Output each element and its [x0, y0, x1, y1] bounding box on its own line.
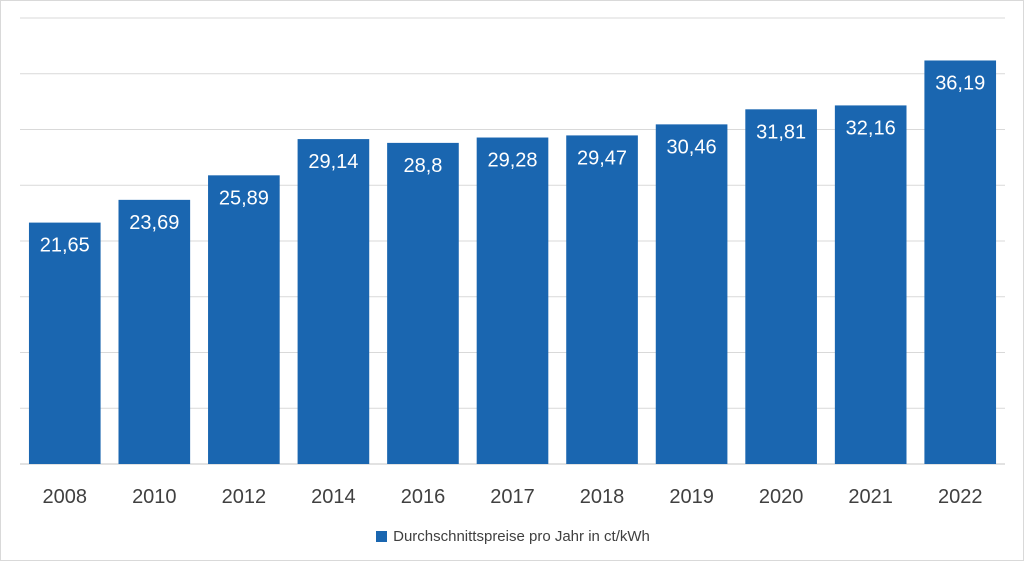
bar-2019: [655, 124, 728, 464]
x-tick-label-2010: 2010: [132, 486, 177, 508]
bar-2016: [387, 142, 459, 464]
x-tick-label-2014: 2014: [311, 486, 356, 508]
x-tick-label-2017: 2017: [490, 486, 535, 508]
bar-2012: [208, 175, 280, 464]
legend: Durchschnittspreise pro Jahr in ct/kWh: [1, 528, 1024, 545]
legend-label: Durchschnittspreise pro Jahr in ct/kWh: [393, 528, 650, 545]
x-tick-label-2012: 2012: [222, 486, 267, 508]
data-label-2017: 29,28: [487, 150, 537, 172]
data-label-2008: 21,65: [40, 235, 90, 257]
x-tick-label-2018: 2018: [580, 486, 625, 508]
bar-2020: [745, 109, 817, 465]
x-tick-label-2020: 2020: [759, 486, 804, 508]
bar-2010: [118, 199, 191, 464]
data-label-2012: 25,89: [219, 187, 269, 209]
x-tick-label-2019: 2019: [669, 486, 714, 508]
bar-2014: [297, 139, 370, 465]
data-label-2022: 36,19: [935, 72, 985, 94]
x-tick-label-2008: 2008: [43, 486, 88, 508]
data-label-2020: 31,81: [756, 121, 806, 143]
bar-2022: [924, 60, 997, 464]
bar-2021: [834, 105, 907, 464]
data-label-2019: 30,46: [667, 136, 717, 158]
x-tick-label-2022: 2022: [938, 486, 983, 508]
data-label-2018: 29,47: [577, 147, 627, 169]
data-label-2016: 28,8: [403, 155, 442, 177]
legend-swatch: [376, 531, 388, 542]
bar-2008: [28, 222, 101, 464]
bar-2018: [566, 135, 638, 465]
x-tick-label-2021: 2021: [848, 486, 893, 508]
data-label-2021: 32,16: [846, 117, 896, 139]
data-label-2014: 29,14: [308, 151, 358, 173]
bar-2017: [476, 137, 549, 464]
data-label-2010: 23,69: [129, 212, 179, 234]
x-tick-label-2016: 2016: [401, 486, 446, 508]
